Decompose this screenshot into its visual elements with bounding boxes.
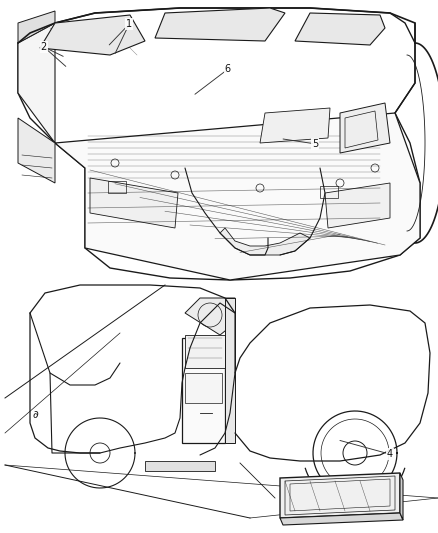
Text: 1: 1 <box>126 19 132 29</box>
Polygon shape <box>340 103 390 153</box>
Polygon shape <box>155 8 285 41</box>
Polygon shape <box>55 113 420 280</box>
Polygon shape <box>18 11 55 43</box>
Polygon shape <box>400 473 403 520</box>
Polygon shape <box>185 335 225 368</box>
Polygon shape <box>325 183 390 228</box>
Text: 6: 6 <box>225 64 231 74</box>
Polygon shape <box>145 461 215 471</box>
Polygon shape <box>185 373 222 403</box>
Polygon shape <box>280 473 400 518</box>
Polygon shape <box>260 108 330 143</box>
Polygon shape <box>182 338 225 443</box>
Text: 5: 5 <box>312 139 318 149</box>
Bar <box>320 186 338 198</box>
Polygon shape <box>280 513 403 525</box>
Bar <box>108 181 126 193</box>
Polygon shape <box>185 298 235 335</box>
Polygon shape <box>18 118 55 183</box>
Polygon shape <box>40 15 145 55</box>
Polygon shape <box>90 178 178 228</box>
Polygon shape <box>225 298 235 443</box>
Text: 2: 2 <box>41 42 47 52</box>
Polygon shape <box>295 13 385 45</box>
Text: 4: 4 <box>387 449 393 459</box>
Text: ∂: ∂ <box>32 410 38 420</box>
Polygon shape <box>220 228 310 255</box>
Polygon shape <box>18 23 55 143</box>
